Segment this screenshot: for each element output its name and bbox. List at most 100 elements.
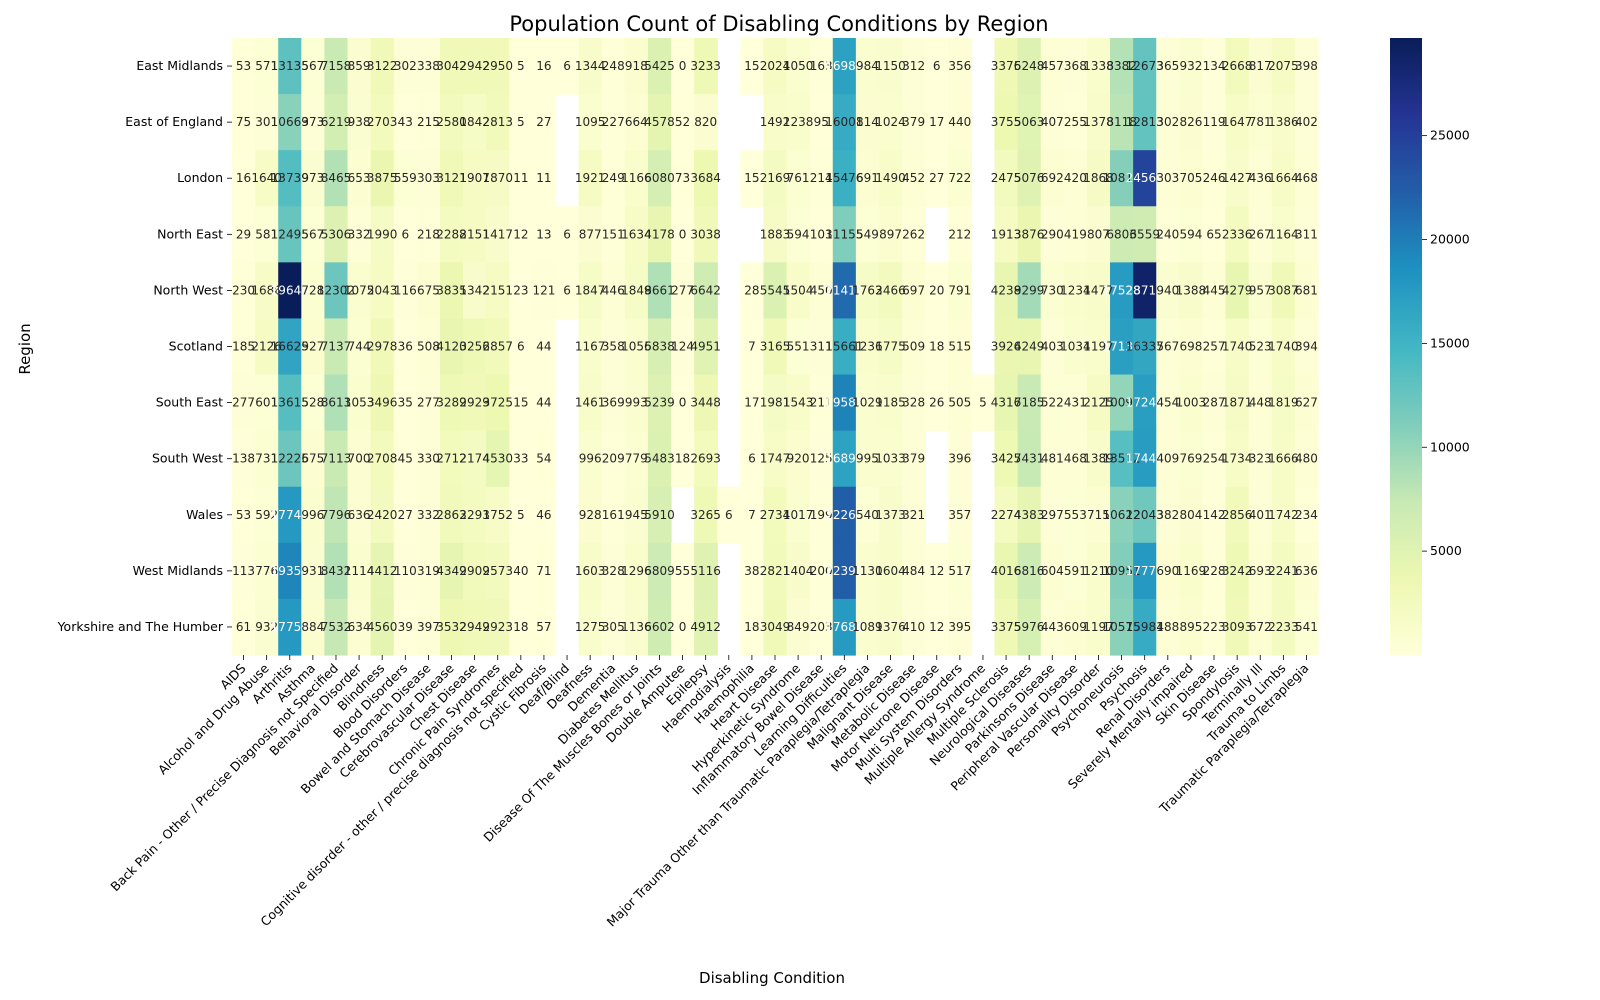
- cell-value-label: 8661: [644, 283, 675, 297]
- heatmap-cell: [1156, 150, 1180, 207]
- cell-value-label: 7185: [1014, 396, 1045, 410]
- cell-value-label: 36: [398, 340, 413, 354]
- cell-value-label: 287: [1203, 396, 1226, 410]
- cell-value-label: 928: [579, 508, 602, 522]
- cell-value-label: 1913: [991, 227, 1022, 241]
- heatmap-cell: [809, 206, 834, 263]
- heatmap-cell: [255, 206, 279, 263]
- heatmap-cell: [416, 262, 441, 320]
- heatmap-cell: [1133, 374, 1157, 432]
- heatmap-cell: [601, 318, 626, 376]
- heatmap-cell: [532, 430, 557, 488]
- cell-value-label: 17770: [1126, 564, 1164, 578]
- cell-value-label: 698: [1179, 340, 1202, 354]
- heatmap-cell: [347, 486, 372, 544]
- cell-value-label: 2734: [760, 508, 791, 522]
- cell-value-label: 540: [856, 508, 879, 522]
- heatmap-cell: [1271, 206, 1296, 263]
- cell-value-label: 45: [398, 452, 413, 466]
- heatmap-cell: [439, 38, 464, 95]
- heatmap-cell: [1017, 486, 1042, 544]
- cell-value-label: 2075: [1268, 59, 1299, 73]
- heatmap-cell: [832, 430, 857, 488]
- heatmap-cell: [878, 486, 903, 544]
- cell-value-label: 15: [744, 171, 759, 185]
- heatmap-cell: [1248, 150, 1273, 207]
- heatmap-cell: [832, 486, 857, 544]
- cell-value-label: 877: [579, 227, 602, 241]
- heatmap-cell: [671, 206, 695, 263]
- heatmap-cell: [439, 94, 464, 151]
- heatmap-cell: [1017, 150, 1042, 207]
- cell-value-label: 446: [602, 283, 625, 297]
- colorbar: [1390, 38, 1422, 655]
- cell-value-label: 3448: [690, 396, 721, 410]
- heatmap-cell: [324, 486, 349, 544]
- heatmap-cell: [301, 262, 326, 320]
- heatmap-cell: [509, 94, 533, 151]
- heatmap-cell: [1202, 598, 1227, 656]
- heatmap-cell: [278, 262, 302, 320]
- heatmap-cell: [301, 430, 326, 488]
- heatmap-cell: [832, 150, 857, 207]
- heatmap-cell: [347, 94, 372, 151]
- heatmap-cell: [416, 206, 441, 263]
- cell-value-label: 7532: [321, 620, 352, 634]
- heatmap-cell: [347, 318, 372, 376]
- heatmap-cell: [1086, 38, 1111, 95]
- cell-value-label: 468: [1064, 452, 1087, 466]
- heatmap-cell: [1271, 262, 1296, 320]
- heatmap-cell: [1017, 38, 1042, 95]
- cell-value-label: 1604: [875, 564, 906, 578]
- heatmap-cell: [555, 262, 580, 320]
- cell-value-label: 3233: [690, 59, 721, 73]
- cell-value-label: 116: [394, 283, 417, 297]
- heatmap-cell: [994, 318, 1019, 376]
- heatmap-cell: [1225, 318, 1250, 376]
- heatmap-cell: [301, 206, 326, 263]
- cell-value-label: 125: [810, 452, 833, 466]
- heatmap-cell: [1110, 94, 1134, 151]
- heatmap-cell: [902, 206, 926, 263]
- cell-value-label: 398: [1295, 59, 1318, 73]
- heatmap-cell: [255, 38, 279, 95]
- cell-value-label: 303: [417, 171, 440, 185]
- heatmap-cell: [255, 318, 279, 376]
- cell-value-label: 2668: [1222, 59, 1253, 73]
- heatmap-cell: [832, 94, 857, 151]
- row-label: North West: [153, 282, 223, 297]
- heatmap-cell: [324, 598, 349, 656]
- cell-value-label: 918: [625, 59, 648, 73]
- heatmap-cell: [1017, 94, 1042, 151]
- heatmap-cell: [578, 38, 603, 95]
- cell-value-label: 95: [814, 115, 829, 129]
- heatmap-cell: [555, 38, 580, 95]
- cell-value-label: 1427: [1222, 171, 1253, 185]
- heatmap-cell: [948, 150, 973, 207]
- cell-value-label: 715: [1087, 508, 1110, 522]
- heatmap-cell: [1202, 486, 1227, 544]
- cell-value-label: 5: [517, 115, 525, 129]
- cell-value-label: 1344: [575, 59, 606, 73]
- cell-value-label: 119: [1203, 115, 1226, 129]
- cell-value-label: 35: [398, 396, 413, 410]
- heatmap-cell: [1040, 430, 1065, 488]
- cell-value-label: 1050: [783, 59, 814, 73]
- cell-value-label: 124: [671, 340, 694, 354]
- cell-value-label: 121: [532, 283, 555, 297]
- cell-value-label: 551: [787, 340, 810, 354]
- cell-value-label: 257: [1203, 340, 1226, 354]
- cell-value-label: 509: [902, 340, 925, 354]
- heatmap-cell: [1063, 38, 1088, 95]
- heatmap-cell: [463, 374, 487, 432]
- heatmap-cell: [994, 150, 1019, 207]
- cell-value-label: 16: [236, 171, 251, 185]
- cell-value-label: 1029: [852, 396, 883, 410]
- heatmap-cell: [532, 374, 557, 432]
- cell-value-label: 541: [1295, 620, 1318, 634]
- cell-value-label: 53: [236, 508, 251, 522]
- heatmap-cell: [786, 38, 811, 95]
- heatmap-cell: [255, 94, 279, 151]
- heatmap-cell: [671, 38, 695, 95]
- cell-value-label: 3532: [436, 620, 467, 634]
